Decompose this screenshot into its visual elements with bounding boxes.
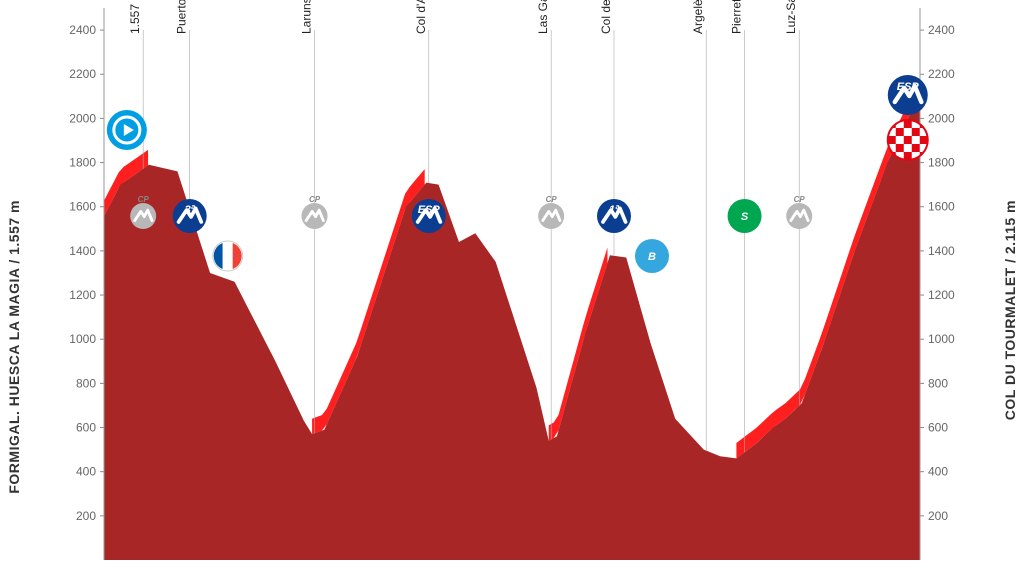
svg-text:600: 600 xyxy=(76,421,96,435)
svg-text:1200: 1200 xyxy=(69,288,96,302)
svg-text:Las Ganques / 519 m: Las Ganques / 519 m xyxy=(536,0,550,34)
svg-text:200: 200 xyxy=(76,509,96,523)
svg-text:CP: CP xyxy=(546,195,558,204)
svg-text:Argelès-Gazost / 460 m: Argelès-Gazost / 460 m xyxy=(691,0,705,34)
svg-text:Laruns / 528 m: Laruns / 528 m xyxy=(300,0,314,34)
svg-text:1000: 1000 xyxy=(928,332,955,346)
svg-text:1600: 1600 xyxy=(69,200,96,214)
svg-text:Col de Spandelle…: Col de Spandelle… xyxy=(599,0,613,34)
svg-text:2200: 2200 xyxy=(69,67,96,81)
finish-label: COL DU TOURMALET / 2.115 m xyxy=(1002,200,1018,420)
svg-text:1400: 1400 xyxy=(69,244,96,258)
svg-text:Pierrefitte-Nestalas / 47…: Pierrefitte-Nestalas / 47… xyxy=(730,0,744,34)
svg-text:600: 600 xyxy=(928,421,948,435)
svg-text:1ª: 1ª xyxy=(609,204,620,216)
svg-text:1600: 1600 xyxy=(928,200,955,214)
stage-profile-container: FORMIGAL. HUESCA LA MAGIA / 1.557 m COL … xyxy=(0,0,1024,576)
start-label: FORMIGAL. HUESCA LA MAGIA / 1.557 m xyxy=(6,200,22,494)
svg-text:S: S xyxy=(741,211,749,223)
svg-text:800: 800 xyxy=(928,376,948,390)
svg-text:B: B xyxy=(648,251,656,263)
svg-text:Puerto de Portalet / 1.79…: Puerto de Portalet / 1.79… xyxy=(175,0,189,34)
svg-text:2400: 2400 xyxy=(69,23,96,37)
elevation-chart: 200 200 400 400 600 600 800 800 1000 1000 1200 1200… xyxy=(48,0,976,576)
svg-text:ESP: ESP xyxy=(897,81,920,93)
svg-text:CP: CP xyxy=(309,195,321,204)
svg-text:ESP: ESP xyxy=(418,204,441,216)
svg-text:2200: 2200 xyxy=(928,67,955,81)
svg-text:CP: CP xyxy=(794,195,806,204)
svg-text:3ª: 3ª xyxy=(185,204,196,216)
svg-text:CP: CP xyxy=(138,195,150,204)
svg-text:1400: 1400 xyxy=(928,244,955,258)
svg-text:200: 200 xyxy=(928,509,948,523)
svg-text:1800: 1800 xyxy=(928,156,955,170)
svg-text:1000: 1000 xyxy=(69,332,96,346)
svg-text:Luz-Saint-Sauveur / 710 m: Luz-Saint-Sauveur / 710 m xyxy=(784,0,798,34)
svg-text:1200: 1200 xyxy=(928,288,955,302)
svg-text:1.557 m: 1.557 m xyxy=(128,0,142,34)
svg-text:2400: 2400 xyxy=(928,23,955,37)
svg-text:2000: 2000 xyxy=(69,111,96,125)
svg-text:2000: 2000 xyxy=(928,111,955,125)
svg-text:400: 400 xyxy=(928,465,948,479)
svg-text:Col d'Aubisque / 1.709 m: Col d'Aubisque / 1.709 m xyxy=(414,0,428,34)
svg-text:800: 800 xyxy=(76,376,96,390)
svg-text:400: 400 xyxy=(76,465,96,479)
svg-text:1800: 1800 xyxy=(69,156,96,170)
